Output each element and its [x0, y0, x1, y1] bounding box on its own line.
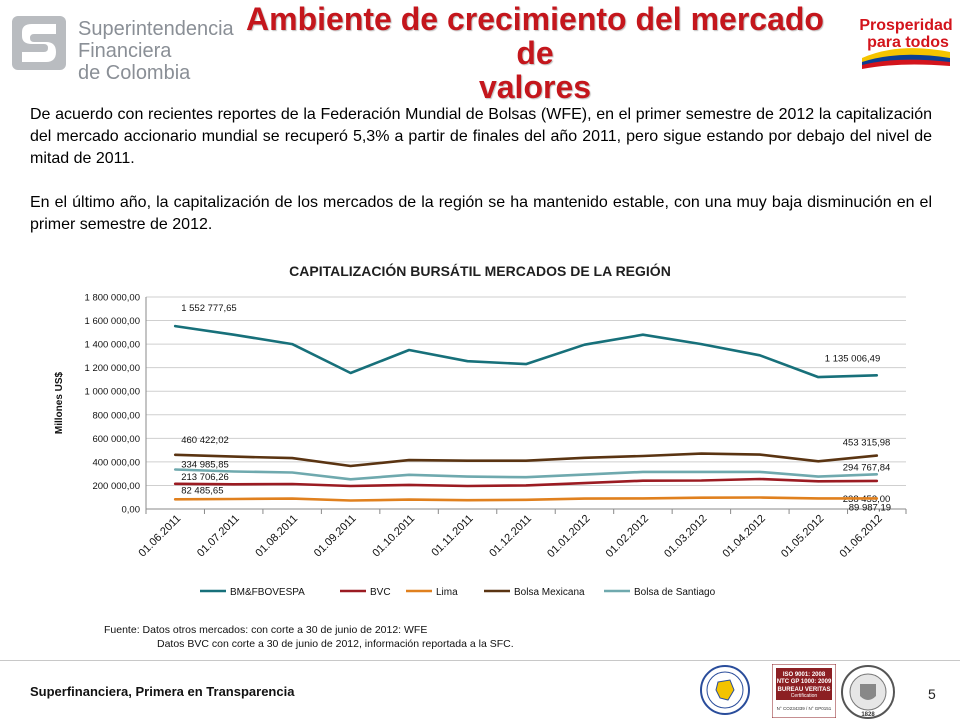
prosperidad-logo-line-1: Prosperidad — [859, 17, 952, 34]
series-line — [173, 452, 879, 468]
x-tick-label: 01.12.2011 — [487, 513, 534, 560]
source-footnote: Fuente: Datos otros mercados: con corte … — [104, 623, 514, 651]
slide-title-line-2: valores — [478, 69, 592, 105]
sfc-logo-line-2: Financiera — [78, 40, 172, 62]
y-tick-label: 600 000,00 — [92, 434, 140, 445]
y-tick-label: 800 000,00 — [92, 410, 140, 421]
data-label-first: 334 985,85 — [181, 460, 229, 471]
data-label-last: 89 987,19 — [849, 502, 891, 513]
x-tick-label: 01.08.2011 — [253, 513, 300, 560]
iso-badge-line-1: ISO 9001: 2008 — [783, 672, 826, 678]
x-tick-label: 01.06.2012 — [837, 513, 884, 560]
footnote-line-1: Fuente: Datos otros mercados: con corte … — [104, 624, 428, 636]
x-tick-label: 01.03.2012 — [662, 513, 709, 560]
y-tick-label: 400 000,00 — [92, 457, 140, 468]
iso-badge-line-5: N° CO234339 / N° GP0151 — [777, 706, 832, 711]
sfc-logo-line-3: de Colombia — [78, 62, 191, 84]
prosperidad-logo: Prosperidad para todos — [859, 17, 953, 69]
paragraph-1: De acuerdo con recientes reportes de la … — [30, 106, 932, 167]
y-tick-label: 1 800 000,00 — [85, 293, 140, 304]
series-line — [173, 468, 879, 481]
legend-label: Bolsa Mexicana — [514, 587, 585, 598]
data-label-last: 294 767,84 — [843, 462, 891, 473]
capitalization-line-chart: 0,00 200 000,00 400 000,00 600 000,00 800 00… — [54, 293, 907, 598]
prosperidad-logo-line-2: para todos — [867, 34, 949, 51]
sfc-logo-text: Superintendencia Financiera de Colombia — [78, 18, 234, 84]
x-tick-label: 01.02.2012 — [604, 513, 651, 560]
series-line — [173, 496, 879, 502]
footer-tagline: Superfinanciera, Primera en Transparenci… — [30, 684, 295, 699]
x-tick-label: 01.11.2011 — [429, 513, 475, 559]
sfc-logo-line-1: Superintendencia — [78, 18, 234, 40]
x-tick-label: 01.07.2011 — [195, 513, 242, 560]
legend-label: BM&FBOVESPA — [230, 587, 305, 598]
x-tick-label: 01.05.2012 — [779, 513, 826, 560]
iso-badge-line-2: NTC GP 1000: 2009 — [777, 679, 832, 685]
legend-label: BVC — [370, 587, 391, 598]
bureau-veritas-seal-icon: 1828 — [841, 665, 895, 719]
y-axis-title: Millones US$ — [54, 371, 65, 434]
x-tick-label: 01.04.2012 — [721, 513, 768, 560]
y-tick-label: 1 600 000,00 — [85, 316, 140, 327]
chart-title: CAPITALIZACIÓN BURSÁTIL MERCADOS DE LA R… — [289, 263, 671, 279]
y-tick-label: 200 000,00 — [92, 481, 140, 492]
data-label-last: 453 315,98 — [843, 438, 891, 449]
sfc-logo: Superintendencia Financiera de Colombia — [10, 8, 234, 84]
series-line — [173, 324, 879, 379]
data-label-first: 82 485,65 — [181, 485, 223, 496]
slide-title-line-1: Ambiente de crecimiento del mercado de — [246, 1, 824, 71]
iso-badge-line-4: Certification — [791, 693, 818, 699]
data-label-first: 1 552 777,65 — [181, 303, 236, 314]
paragraph-2: En el último año, la capitalización de l… — [30, 194, 932, 233]
sfc-logo-mark-icon — [12, 16, 66, 70]
x-tick-label: 01.01.2012 — [545, 513, 592, 560]
y-tick-label: 1 000 000,00 — [85, 387, 140, 398]
y-tick-label: 1 200 000,00 — [85, 363, 140, 374]
slide-title: Ambiente de crecimiento del mercado de v… — [230, 2, 840, 104]
x-tick-label: 01.09.2011 — [312, 513, 359, 560]
data-label-first: 213 706,26 — [181, 472, 229, 483]
y-tick-label: 1 400 000,00 — [85, 340, 140, 351]
iso-certification-badge: ISO 9001: 2008 NTC GP 1000: 2009 BUREAU … — [772, 664, 836, 718]
data-label-first: 460 422,02 — [181, 435, 229, 446]
legend-label: Lima — [436, 587, 458, 598]
legend-label: Bolsa de Santiago — [634, 587, 716, 598]
iso-badge-line-3: BUREAU VERITAS — [778, 687, 831, 693]
series-line — [173, 477, 879, 488]
body-text: De acuerdo con recientes reportes de la … — [30, 104, 932, 258]
government-seal-icon — [700, 665, 750, 715]
y-tick-label: 0,00 — [122, 505, 141, 516]
footer-divider — [0, 660, 960, 661]
page-number: 5 — [928, 686, 936, 702]
bv-seal-year: 1828 — [861, 712, 875, 718]
data-label-last: 1 135 006,49 — [825, 353, 880, 364]
footnote-line-2: Datos BVC con corte a 30 de junio de 201… — [157, 638, 514, 650]
x-tick-label: 01.06.2011 — [137, 513, 184, 560]
x-tick-label: 01.10.2011 — [370, 513, 417, 560]
